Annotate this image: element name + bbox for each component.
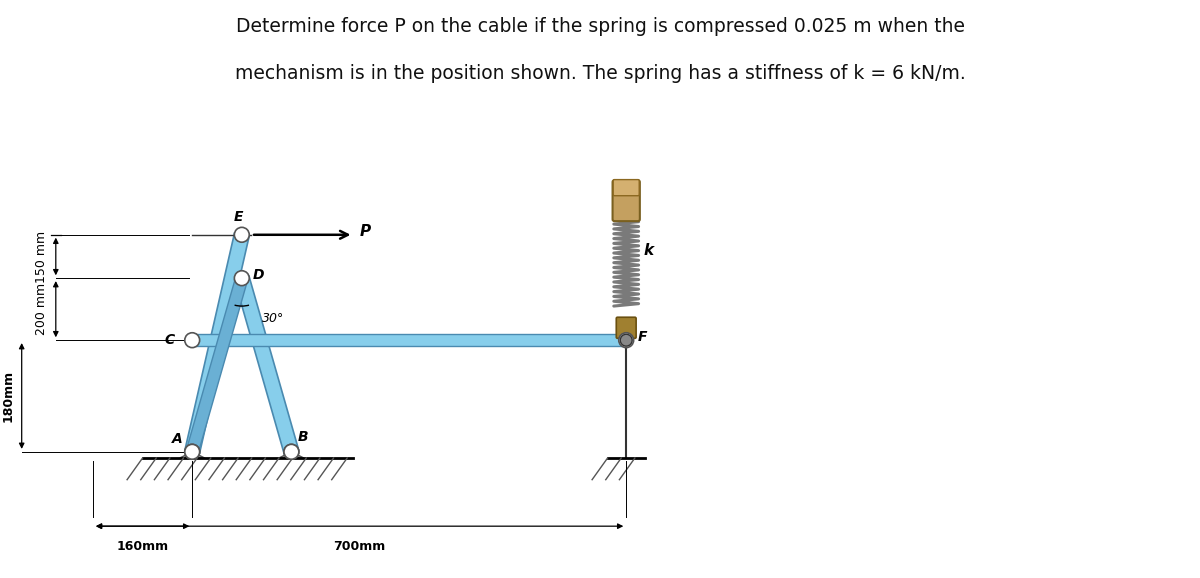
Circle shape	[620, 334, 632, 346]
Text: Determine force P on the cable if the spring is compressed 0.025 m when the: Determine force P on the cable if the sp…	[235, 17, 965, 36]
Text: F: F	[637, 330, 647, 344]
Text: mechanism is in the position shown. The spring has a stiffness of k = 6 kN/m.: mechanism is in the position shown. The …	[235, 64, 965, 83]
Text: k: k	[643, 243, 654, 258]
Text: D: D	[253, 268, 264, 282]
FancyBboxPatch shape	[612, 180, 640, 221]
Circle shape	[619, 333, 634, 347]
Polygon shape	[234, 276, 299, 454]
Circle shape	[284, 444, 299, 459]
Text: A: A	[172, 432, 182, 446]
Text: 160mm: 160mm	[116, 540, 169, 553]
FancyBboxPatch shape	[613, 180, 640, 196]
Text: C: C	[164, 333, 175, 347]
Text: 180mm: 180mm	[1, 370, 14, 422]
Circle shape	[234, 227, 250, 242]
Polygon shape	[192, 335, 626, 346]
Circle shape	[234, 271, 250, 286]
Polygon shape	[278, 452, 304, 458]
Circle shape	[185, 333, 199, 347]
Polygon shape	[180, 452, 205, 458]
Text: 200 mm: 200 mm	[35, 283, 48, 335]
Polygon shape	[186, 276, 247, 454]
Text: B: B	[298, 431, 308, 444]
Circle shape	[284, 444, 299, 459]
Text: P: P	[360, 224, 371, 239]
Text: 700mm: 700mm	[334, 540, 385, 553]
Text: 150 mm: 150 mm	[35, 231, 48, 283]
Text: E: E	[234, 210, 244, 224]
Circle shape	[185, 444, 199, 459]
Circle shape	[185, 444, 199, 459]
Text: 30°: 30°	[262, 312, 284, 325]
Polygon shape	[185, 233, 250, 454]
FancyBboxPatch shape	[617, 317, 636, 338]
